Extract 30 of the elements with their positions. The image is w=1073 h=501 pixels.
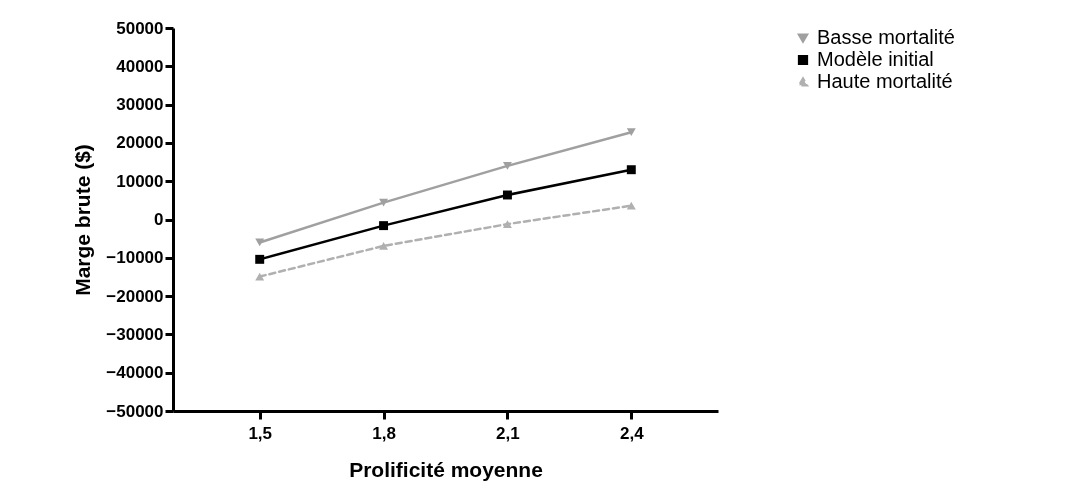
x-axis-title: Prolificité moyenne — [349, 457, 543, 481]
x-tick-label: 2,1 — [496, 423, 520, 443]
point — [379, 198, 389, 207]
x-tick-label: 1,5 — [248, 423, 273, 443]
point — [379, 221, 389, 231]
legend-label: Modèle initial — [817, 48, 934, 70]
point — [379, 242, 389, 250]
y-tick-label: −30000 — [106, 324, 164, 344]
y-tick-label: 10000 — [116, 171, 164, 191]
y-tick-label: −50000 — [106, 401, 164, 421]
y-tick-label: 20000 — [116, 133, 164, 153]
y-tick-label: 50000 — [116, 18, 164, 38]
y-tick-label: 0 — [154, 210, 164, 229]
point — [626, 128, 636, 137]
x-tick-label: 2,4 — [619, 423, 645, 443]
y-tick-label: 40000 — [116, 56, 164, 76]
y-tick-label: 30000 — [116, 95, 164, 115]
y-tick-label: −20000 — [106, 286, 164, 306]
point — [502, 220, 512, 228]
point — [626, 165, 636, 175]
y-tick-label: −40000 — [106, 363, 164, 383]
point — [502, 190, 512, 200]
point — [502, 162, 512, 170]
point — [255, 254, 265, 264]
point — [626, 201, 636, 210]
legend-label: Haute mortalité — [817, 70, 953, 92]
x-tick-label: 1,8 — [372, 423, 396, 443]
y-tick-label: −10000 — [106, 248, 164, 268]
y-axis-title: Marge brute ($) — [71, 144, 95, 296]
legend-label: Basse mortalité — [817, 26, 955, 48]
